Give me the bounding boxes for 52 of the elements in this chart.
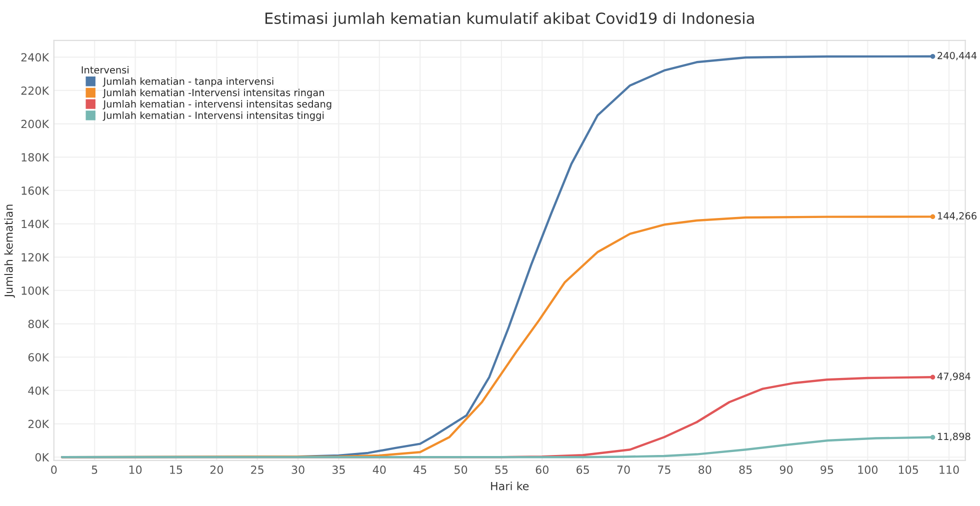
x-tick-label: 55 <box>495 466 508 474</box>
x-tick-label: 5 <box>92 466 98 474</box>
y-tick-label: 20K <box>28 420 50 428</box>
point <box>930 374 936 380</box>
y-tick-label: 140K <box>22 220 50 228</box>
x-tick-label: 60 <box>536 466 548 474</box>
y-tick-label: 40K <box>28 386 50 395</box>
x-tick-label: 35 <box>332 466 345 474</box>
x-tick-label: 80 <box>698 466 712 474</box>
point <box>930 54 936 59</box>
x-tick-label: 70 <box>617 466 630 474</box>
y-tick-label: 120K <box>22 253 50 262</box>
legend-label: Jumlah kematian - Intervensi intensitas tinggi <box>102 111 324 121</box>
x-tick-label: 15 <box>170 466 182 474</box>
x-tick-label: 75 <box>658 466 670 474</box>
chart-title: Estimasi jumlah kematian kumulatif akibat Covid19 di Indonesia <box>265 12 754 27</box>
x-tick-label: 50 <box>454 466 468 474</box>
x-tick-label: 40 <box>372 466 386 474</box>
y-tick-label: 160K <box>22 186 50 195</box>
x-tick-label: 110 <box>940 466 959 474</box>
x-tick-label: 30 <box>292 466 304 474</box>
y-tick-label: 80K <box>28 320 50 328</box>
x-tick-label: 25 <box>251 466 264 474</box>
point <box>930 434 936 440</box>
x-tick-label: 20 <box>210 466 223 474</box>
legend-title: Intervensi <box>82 66 128 74</box>
y-tick-label: 0K <box>35 453 50 462</box>
x-tick-label: 90 <box>780 466 793 474</box>
data-label: 47,984 <box>937 372 970 381</box>
legend-label: Jumlah kematian - intervensi intensitas sedang <box>102 100 332 110</box>
y-tick-label: 240K <box>21 53 50 62</box>
y-tick-label: 200K <box>21 120 50 128</box>
x-tick-label: 0 <box>51 466 57 474</box>
x-tick-label: 100 <box>858 466 878 474</box>
y-tick-label: 180K <box>22 153 50 162</box>
x-tick-label: 65 <box>576 466 589 474</box>
y-tick-label: 100K <box>22 286 50 295</box>
legend-label: Jumlah kematian - tanpa intervensi <box>102 77 274 87</box>
y-tick-label: 60K <box>28 353 50 362</box>
legend-label: Jumlah kematian -Intervensi intensitas ringan <box>102 88 324 98</box>
x-tick-label: 10 <box>129 466 142 474</box>
data-label: 144,266 <box>938 212 977 221</box>
x-tick-label: 85 <box>739 466 752 474</box>
x-axis-title: Hari ke <box>491 482 529 490</box>
x-tick-label: 105 <box>898 466 918 474</box>
x-tick-label: 45 <box>414 466 426 474</box>
x-tick-label: 95 <box>820 466 834 474</box>
y-axis-title: Jumlah kematian <box>4 204 15 298</box>
point <box>930 214 936 220</box>
data-label: 11,898 <box>938 432 970 442</box>
data-label: 240,444 <box>938 52 977 60</box>
y-tick-label: 220K <box>21 86 50 95</box>
